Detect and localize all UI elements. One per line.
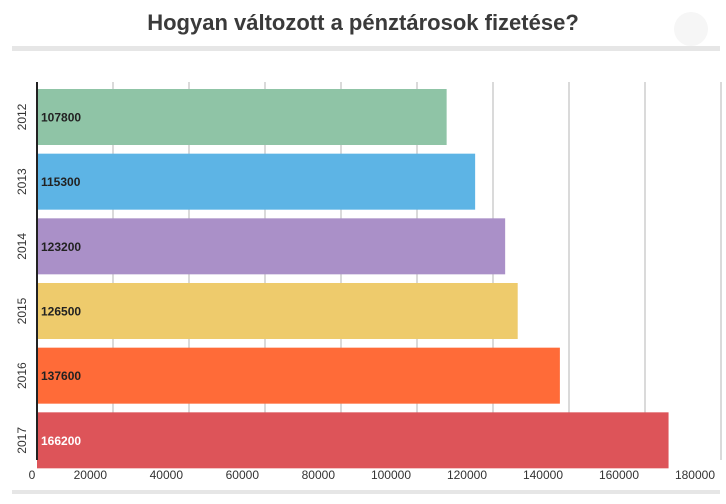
bars — [37, 89, 669, 469]
corner-badge — [674, 12, 708, 46]
chart-title: Hogyan változott a pénztárosok fizetése? — [147, 10, 579, 35]
bottom-divider — [12, 490, 720, 494]
title-divider — [12, 46, 720, 51]
y-category-label: 2013 — [15, 168, 29, 195]
bar-value-label: 107800 — [41, 111, 81, 125]
bar-value-label: 126500 — [41, 305, 81, 319]
y-category-label: 2012 — [15, 103, 29, 130]
x-tick-label: 60000 — [226, 468, 260, 482]
x-tick-label: 20000 — [74, 468, 108, 482]
y-category-label: 2016 — [15, 362, 29, 389]
bar — [37, 347, 560, 404]
x-tick-label: 140000 — [523, 468, 563, 482]
bar — [37, 412, 669, 469]
y-category-label: 2015 — [15, 297, 29, 324]
x-tick-label: 40000 — [150, 468, 184, 482]
bar-value-label: 115300 — [41, 175, 81, 189]
bar — [37, 89, 447, 145]
x-tick-label: 0 — [29, 468, 36, 482]
y-category-label: 2014 — [15, 233, 29, 260]
bar — [37, 283, 518, 339]
bar-value-label: 123200 — [41, 240, 81, 254]
x-tick-label: 180000 — [675, 468, 715, 482]
bar-value-label: 137600 — [41, 369, 81, 383]
x-tick-label: 120000 — [447, 468, 487, 482]
bar — [37, 153, 476, 210]
bar-value-label: 166200 — [41, 434, 81, 448]
x-tick-label: 160000 — [599, 468, 639, 482]
x-tick-label: 100000 — [371, 468, 411, 482]
data-labels: 107800 115300 123200 126500 137600 166200 — [41, 111, 81, 448]
axes: 0 20000 40000 60000 80000 100000 120000 140000 1… — [12, 82, 720, 494]
bar — [37, 218, 506, 275]
x-tick-label: 80000 — [302, 468, 336, 482]
y-category-label: 2017 — [15, 427, 29, 454]
